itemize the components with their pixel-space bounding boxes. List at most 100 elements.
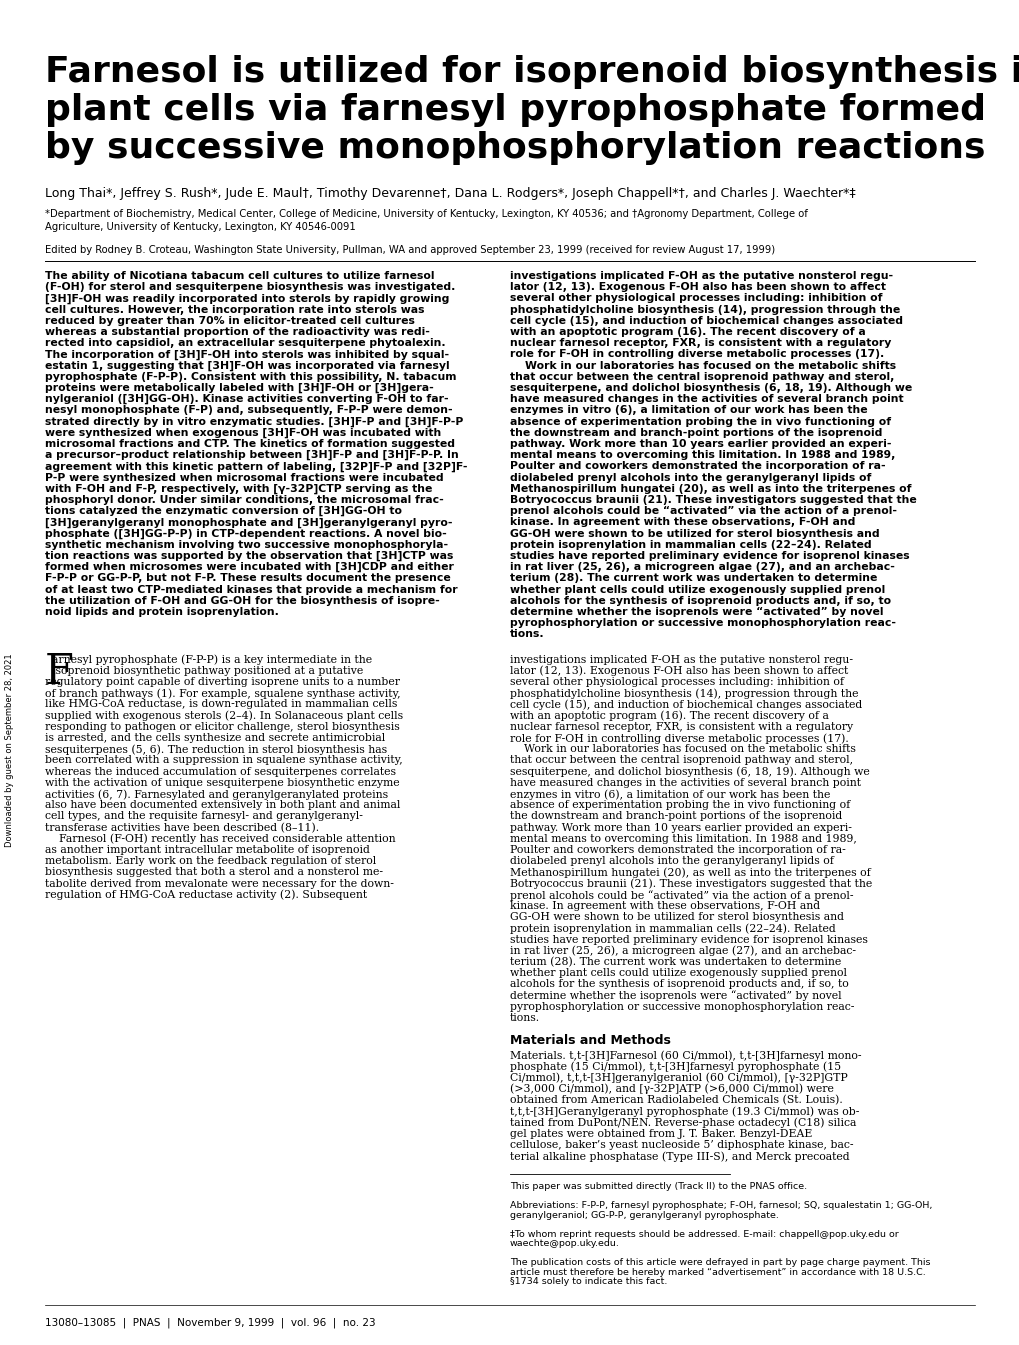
- Text: terium (28). The current work was undertaken to determine: terium (28). The current work was undert…: [510, 573, 876, 584]
- Text: diolabeled prenyl alcohols into the geranylgeranyl lipids of: diolabeled prenyl alcohols into the gera…: [510, 857, 834, 866]
- Text: alcohols for the synthesis of isoprenoid products and, if so, to: alcohols for the synthesis of isoprenoid…: [510, 596, 891, 605]
- Text: pyrophosphate (F-P-P). Consistent with this possibility, N. tabacum: pyrophosphate (F-P-P). Consistent with t…: [45, 371, 457, 382]
- Text: protein isoprenylation in mammalian cells (22–24). Related: protein isoprenylation in mammalian cell…: [510, 539, 871, 550]
- Text: role for F-OH in controlling diverse metabolic processes (17).: role for F-OH in controlling diverse met…: [510, 733, 848, 744]
- Text: phosphate ([3H]GG-P-P) in CTP-dependent reactions. A novel bio-: phosphate ([3H]GG-P-P) in CTP-dependent …: [45, 529, 446, 539]
- Text: tions.: tions.: [510, 1013, 540, 1024]
- Text: cell cycle (15), and induction of biochemical changes associated: cell cycle (15), and induction of bioche…: [510, 316, 902, 325]
- Text: Farnesol is utilized for isoprenoid biosynthesis in: Farnesol is utilized for isoprenoid bios…: [45, 55, 1019, 89]
- Text: have measured changes in the activities of several branch point: have measured changes in the activities …: [510, 394, 903, 405]
- Text: Work in our laboratories has focused on the metabolic shifts: Work in our laboratories has focused on …: [510, 360, 896, 371]
- Text: Methanospirillum hungatei (20), as well as into the triterpenes of: Methanospirillum hungatei (20), as well …: [510, 484, 911, 494]
- Text: tabolite derived from mevalonate were necessary for the down-: tabolite derived from mevalonate were ne…: [45, 878, 393, 889]
- Text: Botryococcus braunii (21). These investigators suggested that the: Botryococcus braunii (21). These investi…: [510, 878, 871, 889]
- Text: with an apoptotic program (16). The recent discovery of a: with an apoptotic program (16). The rece…: [510, 327, 865, 338]
- Text: Materials and Methods: Materials and Methods: [510, 1034, 671, 1048]
- Text: [3H]geranylgeranyl monophosphate and [3H]geranylgeranyl pyro-: [3H]geranylgeranyl monophosphate and [3H…: [45, 518, 452, 527]
- Text: whether plant cells could utilize exogenously supplied prenol: whether plant cells could utilize exogen…: [510, 585, 884, 594]
- Text: the downstream and branch-point portions of the isoprenoid: the downstream and branch-point portions…: [510, 811, 842, 822]
- Text: absence of experimentation probing the in vivo functioning of: absence of experimentation probing the i…: [510, 417, 891, 426]
- Text: biosynthesis suggested that both a sterol and a nonsterol me-: biosynthesis suggested that both a stero…: [45, 868, 382, 877]
- Text: alcohols for the synthesis of isoprenoid products and, if so, to: alcohols for the synthesis of isoprenoid…: [510, 979, 848, 990]
- Text: pyrophosphorylation or successive monophosphorylation reac-: pyrophosphorylation or successive monoph…: [510, 619, 895, 628]
- Text: phosphate (15 Ci/mmol), t,t-[3H]farnesyl pyrophosphate (15: phosphate (15 Ci/mmol), t,t-[3H]farnesyl…: [510, 1061, 841, 1072]
- Text: whereas the induced accumulation of sesquiterpenes correlates: whereas the induced accumulation of sesq…: [45, 767, 395, 776]
- Text: The publication costs of this article were defrayed in part by page charge payme: The publication costs of this article we…: [510, 1258, 929, 1267]
- Text: in rat liver (25, 26), a microgreen algae (27), and an archebac-: in rat liver (25, 26), a microgreen alga…: [510, 562, 894, 572]
- Text: waechte@pop.uky.edu.: waechte@pop.uky.edu.: [510, 1239, 620, 1248]
- Text: rected into capsidiol, an extracellular sesquiterpene phytoalexin.: rected into capsidiol, an extracellular …: [45, 338, 445, 348]
- Text: Work in our laboratories has focused on the metabolic shifts: Work in our laboratories has focused on …: [510, 744, 855, 755]
- Text: lator (12, 13). Exogenous F-OH also has been shown to affect: lator (12, 13). Exogenous F-OH also has …: [510, 666, 848, 677]
- Text: (>3,000 Ci/mmol), and [γ-32P]ATP (>6,000 Ci/mmol) were: (>3,000 Ci/mmol), and [γ-32P]ATP (>6,000…: [510, 1084, 834, 1095]
- Text: investigations implicated F-OH as the putative nonsterol regu-: investigations implicated F-OH as the pu…: [510, 655, 852, 664]
- Text: Abbreviations: F-P-P, farnesyl pyrophosphate; F-OH, farnesol; SQ, squalestatin 1: Abbreviations: F-P-P, farnesyl pyrophosp…: [510, 1201, 931, 1210]
- Text: sesquiterpenes (5, 6). The reduction in sterol biosynthesis has: sesquiterpenes (5, 6). The reduction in …: [45, 744, 387, 755]
- Text: determine whether the isoprenols were “activated” by novel: determine whether the isoprenols were “a…: [510, 607, 882, 617]
- Text: GG-OH were shown to be utilized for sterol biosynthesis and: GG-OH were shown to be utilized for ster…: [510, 529, 878, 538]
- Text: §1734 solely to indicate this fact.: §1734 solely to indicate this fact.: [510, 1278, 666, 1286]
- Text: studies have reported preliminary evidence for isoprenol kinases: studies have reported preliminary eviden…: [510, 551, 909, 561]
- Text: activities (6, 7). Farnesylated and geranylgeranylated proteins: activities (6, 7). Farnesylated and gera…: [45, 790, 388, 799]
- Text: have measured changes in the activities of several branch point: have measured changes in the activities …: [510, 777, 860, 788]
- Text: tions.: tions.: [510, 629, 544, 639]
- Text: t,t,t-[3H]Geranylgeranyl pyrophosphate (19.3 Ci/mmol) was ob-: t,t,t-[3H]Geranylgeranyl pyrophosphate (…: [510, 1106, 859, 1116]
- Text: reduced by greater than 70% in elicitor-treated cell cultures: reduced by greater than 70% in elicitor-…: [45, 316, 415, 325]
- Text: F: F: [45, 651, 73, 693]
- Text: phosphatidylcholine biosynthesis (14), progression through the: phosphatidylcholine biosynthesis (14), p…: [510, 689, 858, 699]
- Text: Edited by Rodney B. Croteau, Washington State University, Pullman, WA and approv: Edited by Rodney B. Croteau, Washington …: [45, 245, 774, 256]
- Text: lator (12, 13). Exogenous F-OH also has been shown to affect: lator (12, 13). Exogenous F-OH also has …: [510, 282, 886, 292]
- Text: obtained from American Radiolabeled Chemicals (St. Louis).: obtained from American Radiolabeled Chem…: [510, 1095, 842, 1106]
- Text: The ability of Nicotiana tabacum cell cultures to utilize farnesol: The ability of Nicotiana tabacum cell cu…: [45, 270, 434, 281]
- Text: is arrested, and the cells synthesize and secrete antimicrobial: is arrested, and the cells synthesize an…: [45, 733, 385, 742]
- Text: Agriculture, University of Kentucky, Lexington, KY 40546-0091: Agriculture, University of Kentucky, Lex…: [45, 222, 356, 231]
- Text: Poulter and coworkers demonstrated the incorporation of ra-: Poulter and coworkers demonstrated the i…: [510, 845, 845, 855]
- Text: noid lipids and protein isoprenylation.: noid lipids and protein isoprenylation.: [45, 607, 278, 617]
- Text: by successive monophosphorylation reactions: by successive monophosphorylation reacti…: [45, 130, 984, 165]
- Text: phosphoryl donor. Under similar conditions, the microsomal frac-: phosphoryl donor. Under similar conditio…: [45, 495, 443, 504]
- Text: mental means to overcoming this limitation. In 1988 and 1989,: mental means to overcoming this limitati…: [510, 451, 895, 460]
- Text: determine whether the isoprenols were “activated” by novel: determine whether the isoprenols were “a…: [510, 991, 841, 1002]
- Text: article must therefore be hereby marked “advertisement” in accordance with 18 U.: article must therefore be hereby marked …: [510, 1268, 925, 1276]
- Text: Downloaded by guest on September 28, 2021: Downloaded by guest on September 28, 202…: [5, 654, 14, 847]
- Text: absence of experimentation probing the in vivo functioning of: absence of experimentation probing the i…: [510, 800, 850, 810]
- Text: mental means to overcoming this limitation. In 1988 and 1989,: mental means to overcoming this limitati…: [510, 834, 856, 843]
- Text: cell cultures. However, the incorporation rate into sterols was: cell cultures. However, the incorporatio…: [45, 304, 424, 315]
- Text: tions catalyzed the enzymatic conversion of [3H]GG-OH to: tions catalyzed the enzymatic conversion…: [45, 506, 401, 516]
- Text: studies have reported preliminary evidence for isoprenol kinases: studies have reported preliminary eviden…: [510, 935, 867, 944]
- Text: the downstream and branch-point portions of the isoprenoid: the downstream and branch-point portions…: [510, 428, 881, 438]
- Text: metabolism. Early work on the feedback regulation of sterol: metabolism. Early work on the feedback r…: [45, 857, 376, 866]
- Text: tion reactions was supported by the observation that [3H]CTP was: tion reactions was supported by the obse…: [45, 551, 452, 561]
- Text: nuclear farnesol receptor, FXR, is consistent with a regulatory: nuclear farnesol receptor, FXR, is consi…: [510, 338, 891, 348]
- Text: enzymes in vitro (6), a limitation of our work has been the: enzymes in vitro (6), a limitation of ou…: [510, 790, 829, 799]
- Text: cell cycle (15), and induction of biochemical changes associated: cell cycle (15), and induction of bioche…: [510, 699, 861, 710]
- Text: GG-OH were shown to be utilized for sterol biosynthesis and: GG-OH were shown to be utilized for ster…: [510, 912, 843, 923]
- Text: diolabeled prenyl alcohols into the geranylgeranyl lipids of: diolabeled prenyl alcohols into the gera…: [510, 472, 870, 483]
- Text: cellulose, baker’s yeast nucleoside 5’ diphosphate kinase, bac-: cellulose, baker’s yeast nucleoside 5’ d…: [510, 1139, 853, 1150]
- Text: pathway. Work more than 10 years earlier provided an experi-: pathway. Work more than 10 years earlier…: [510, 438, 891, 449]
- Text: been correlated with a suppression in squalene synthase activity,: been correlated with a suppression in sq…: [45, 756, 403, 765]
- Text: plant cells via farnesyl pyrophosphate formed: plant cells via farnesyl pyrophosphate f…: [45, 93, 985, 126]
- Text: of at least two CTP-mediated kinases that provide a mechanism for: of at least two CTP-mediated kinases tha…: [45, 585, 458, 594]
- Text: whether plant cells could utilize exogenously supplied prenol: whether plant cells could utilize exogen…: [510, 968, 846, 978]
- Text: estatin 1, suggesting that [3H]F-OH was incorporated via farnesyl: estatin 1, suggesting that [3H]F-OH was …: [45, 360, 449, 371]
- Text: This paper was submitted directly (Track II) to the PNAS office.: This paper was submitted directly (Track…: [510, 1182, 806, 1192]
- Text: several other physiological processes including: inhibition of: several other physiological processes in…: [510, 677, 843, 687]
- Text: Botryococcus braunii (21). These investigators suggested that the: Botryococcus braunii (21). These investi…: [510, 495, 916, 504]
- Text: gel plates were obtained from J. T. Baker. Benzyl-DEAE: gel plates were obtained from J. T. Bake…: [510, 1128, 811, 1139]
- Text: with the activation of unique sesquiterpene biosynthetic enzyme: with the activation of unique sesquiterp…: [45, 777, 399, 788]
- Text: enzymes in vitro (6), a limitation of our work has been the: enzymes in vitro (6), a limitation of ou…: [510, 405, 867, 416]
- Text: several other physiological processes including: inhibition of: several other physiological processes in…: [510, 293, 881, 304]
- Text: nuclear farnesol receptor, FXR, is consistent with a regulatory: nuclear farnesol receptor, FXR, is consi…: [510, 722, 852, 732]
- Text: responding to pathogen or elicitor challenge, sterol biosynthesis: responding to pathogen or elicitor chall…: [45, 722, 399, 732]
- Text: were synthesized when exogenous [3H]F-OH was incubated with: were synthesized when exogenous [3H]F-OH…: [45, 428, 441, 438]
- Text: pathway. Work more than 10 years earlier provided an experi-: pathway. Work more than 10 years earlier…: [510, 823, 851, 833]
- Text: isoprenoid biosynthetic pathway positioned at a putative: isoprenoid biosynthetic pathway position…: [45, 666, 363, 675]
- Text: Materials. t,t-[3H]Farnesol (60 Ci/mmol), t,t-[3H]farnesyl mono-: Materials. t,t-[3H]Farnesol (60 Ci/mmol)…: [510, 1050, 861, 1061]
- Text: (F-OH) for sterol and sesquiterpene biosynthesis was investigated.: (F-OH) for sterol and sesquiterpene bios…: [45, 282, 454, 292]
- Text: nesyl monophosphate (F-P) and, subsequently, F-P-P were demon-: nesyl monophosphate (F-P) and, subsequen…: [45, 405, 452, 416]
- Text: of branch pathways (1). For example, squalene synthase activity,: of branch pathways (1). For example, squ…: [45, 689, 400, 699]
- Text: in rat liver (25, 26), a microgreen algae (27), and an archebac-: in rat liver (25, 26), a microgreen alga…: [510, 946, 855, 956]
- Text: prenol alcohols could be “activated” via the action of a prenol-: prenol alcohols could be “activated” via…: [510, 506, 896, 516]
- Text: sesquiterpene, and dolichol biosynthesis (6, 18, 19). Although we: sesquiterpene, and dolichol biosynthesis…: [510, 383, 911, 393]
